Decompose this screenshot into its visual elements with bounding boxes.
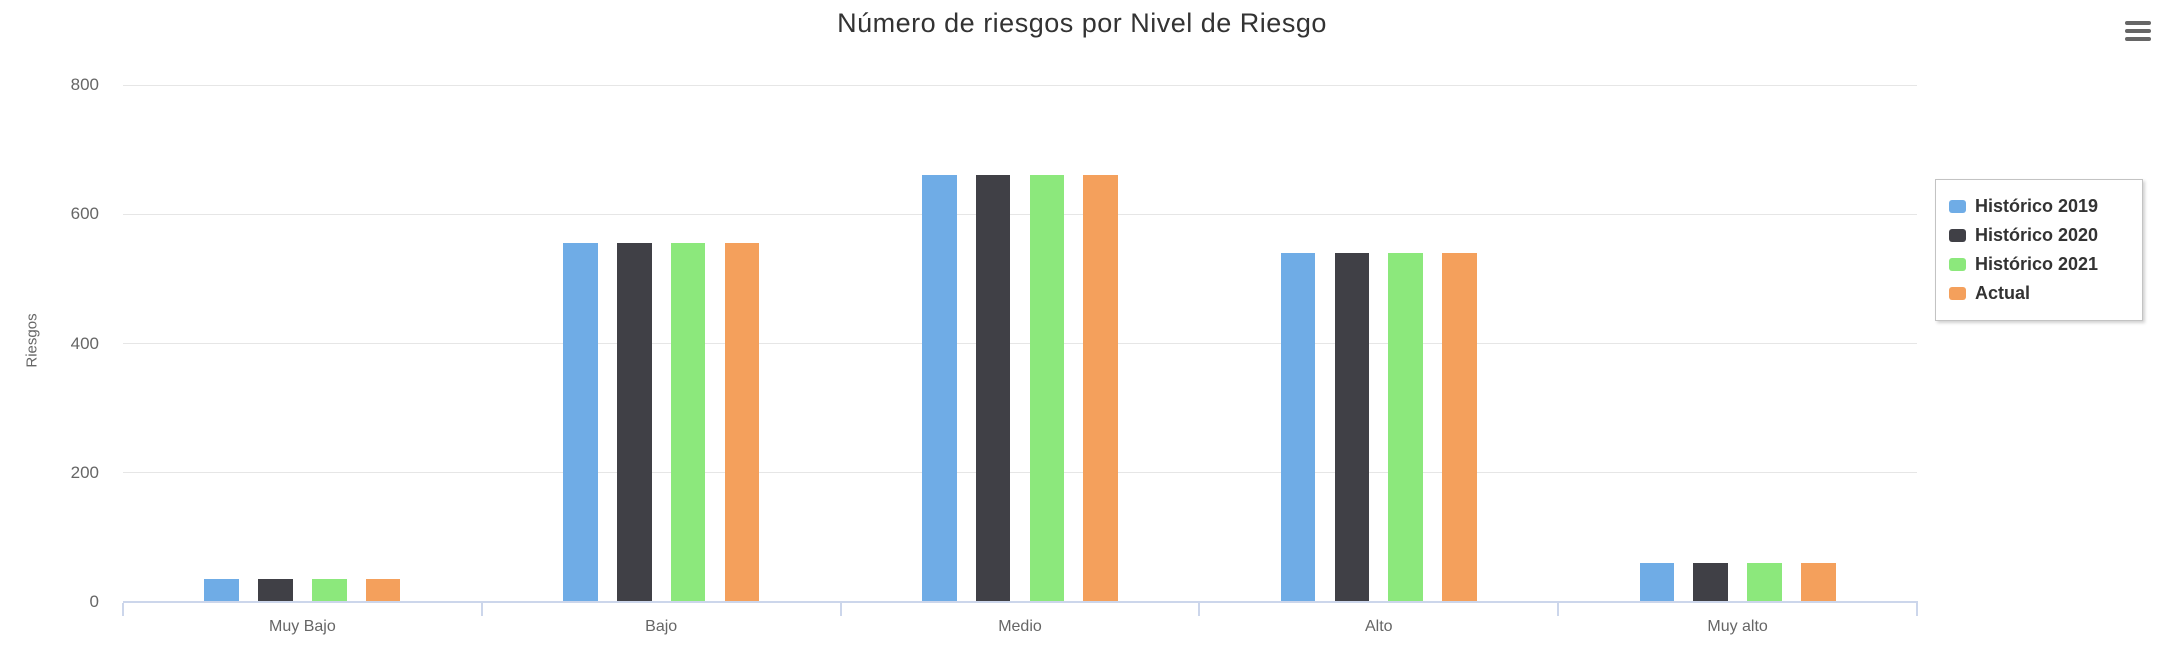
- bar-actual-muy-alto[interactable]: [1800, 563, 1836, 602]
- bar-histórico-2021-alto[interactable]: [1388, 253, 1424, 602]
- legend-item-actual[interactable]: Actual: [1949, 279, 2129, 308]
- bar-histórico-2020-alto[interactable]: [1334, 253, 1370, 602]
- x-axis-tick: [1557, 603, 1560, 616]
- x-axis-category-label: Muy Bajo: [269, 618, 336, 635]
- x-axis-tick: [839, 603, 842, 616]
- bar-histórico-2021-medio[interactable]: [1029, 175, 1065, 602]
- y-axis-tick-label: 0: [89, 592, 99, 611]
- hamburger-menu-icon[interactable]: [2122, 17, 2154, 49]
- legend-item-label: Histórico 2019: [1975, 196, 2099, 216]
- bar-histórico-2019-muy-bajo[interactable]: [204, 579, 240, 602]
- y-gridline: [123, 343, 1917, 344]
- legend-swatch: [1949, 258, 1966, 271]
- y-gridline: [123, 472, 1917, 474]
- bar-histórico-2021-muy-bajo[interactable]: [311, 579, 347, 602]
- bar-histórico-2021-bajo[interactable]: [670, 243, 706, 602]
- bar-actual-bajo[interactable]: [724, 243, 760, 602]
- legend-swatch: [1949, 287, 1966, 300]
- hamburger-bar: [2125, 21, 2151, 25]
- y-axis-tick-label: 200: [70, 462, 99, 482]
- legend-swatch: [1949, 229, 1966, 242]
- legend-swatch: [1949, 200, 1966, 213]
- hamburger-bar: [2125, 37, 2151, 41]
- bar-histórico-2020-bajo[interactable]: [616, 243, 652, 602]
- x-axis-category-label: Muy alto: [1707, 618, 1768, 635]
- x-axis-category-label: Medio: [998, 618, 1042, 635]
- legend-item-label: Actual: [1975, 283, 2031, 303]
- x-axis-tick: [1916, 603, 1918, 616]
- legend-item-label: Histórico 2021: [1975, 254, 2099, 274]
- bar-actual-medio[interactable]: [1083, 175, 1119, 602]
- chart-title: Número de riesgos por Nivel de Riesgo: [837, 8, 1327, 38]
- bar-histórico-2020-muy-alto[interactable]: [1693, 563, 1729, 602]
- legend: Histórico 2019 Histórico 2020 Histórico 20…: [1935, 179, 2143, 321]
- legend-item-histórico-2020[interactable]: Histórico 2020: [1949, 221, 2129, 250]
- bar-histórico-2019-muy-alto[interactable]: [1639, 563, 1675, 602]
- bar-histórico-2021-muy-alto[interactable]: [1747, 563, 1782, 602]
- x-axis-line: [123, 601, 1918, 603]
- x-axis-tick: [122, 603, 124, 616]
- x-axis-category-label: Alto: [1365, 618, 1393, 635]
- y-axis-tick-label: 600: [70, 204, 99, 224]
- bar-histórico-2019-bajo[interactable]: [563, 243, 598, 602]
- y-axis-tick-label: 400: [70, 333, 99, 353]
- bar-histórico-2019-medio[interactable]: [921, 175, 957, 602]
- bar-actual-muy-bajo[interactable]: [365, 579, 401, 602]
- y-gridline: [123, 213, 1917, 215]
- hamburger-bar: [2125, 29, 2151, 33]
- y-gridline: [123, 84, 1917, 86]
- x-axis-tick: [480, 603, 483, 616]
- legend-item-label: Histórico 2020: [1975, 225, 2099, 245]
- legend-item-histórico-2019[interactable]: Histórico 2019: [1949, 192, 2129, 221]
- legend-item-histórico-2021[interactable]: Histórico 2021: [1949, 250, 2129, 279]
- y-axis-tick-label: 800: [70, 75, 99, 94]
- x-axis-category-label: Bajo: [645, 618, 678, 635]
- bar-histórico-2020-medio[interactable]: [975, 175, 1011, 602]
- x-axis-tick: [1198, 603, 1201, 616]
- bar-actual-alto[interactable]: [1442, 253, 1477, 602]
- bar-histórico-2020-muy-bajo[interactable]: [258, 579, 293, 602]
- bar-histórico-2019-alto[interactable]: [1280, 253, 1316, 602]
